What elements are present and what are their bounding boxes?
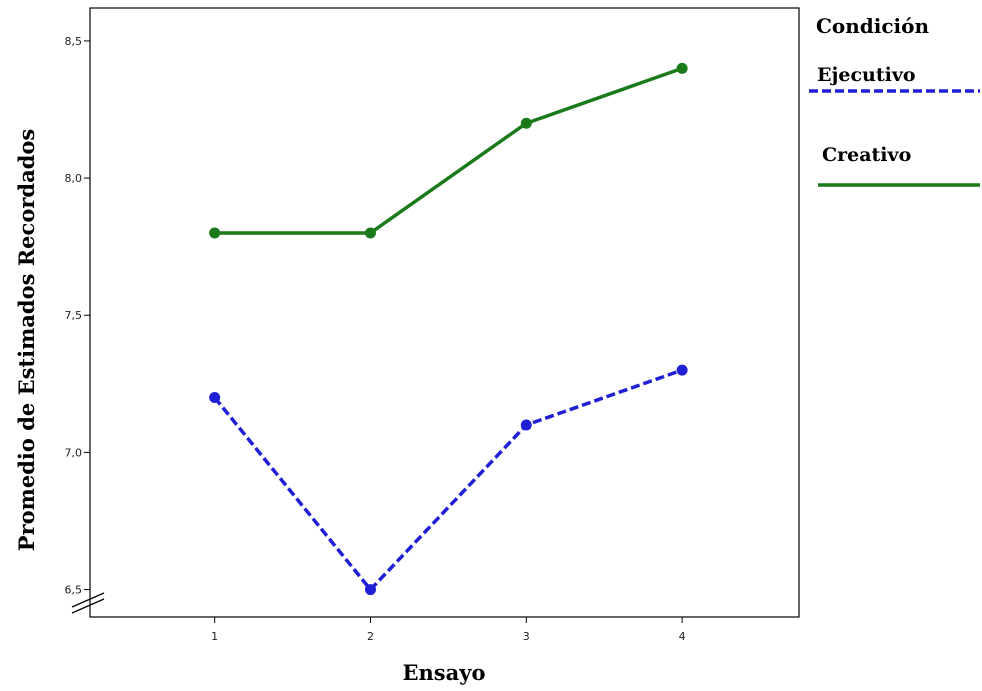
y-axis-break-mark: [71, 592, 105, 614]
axis-ticks: 6,5 7,0 7,5 8,0 8,5 1 2 3 4: [65, 35, 686, 643]
x-tick-label: 1: [211, 630, 218, 643]
y-tick-label: 7,0: [65, 446, 83, 459]
series-layer: [209, 62, 688, 596]
x-tick-label: 4: [679, 630, 686, 643]
data-point-ejecutivo: [520, 419, 532, 431]
x-tick-label: 2: [367, 630, 374, 643]
plot-frame: [89, 7, 800, 618]
y-tick-label: 7,5: [65, 309, 83, 322]
y-tick-label: 8,0: [65, 172, 83, 185]
x-axis-title: Ensayo: [403, 660, 486, 685]
y-tick-label: 6,5: [65, 584, 83, 597]
data-point-ejecutivo: [209, 392, 221, 404]
x-tick-label: 3: [523, 630, 530, 643]
y-axis-title: Promedio de Estimados Recordados: [14, 129, 39, 551]
data-point-creativo: [676, 62, 688, 74]
data-point-ejecutivo: [364, 584, 376, 596]
legend-title: Condición: [816, 14, 929, 38]
series-line-creativo: [214, 66, 683, 235]
data-point-creativo: [520, 117, 532, 129]
data-point-ejecutivo: [676, 364, 688, 376]
data-point-creativo: [364, 227, 376, 239]
y-tick-label: 8,5: [65, 35, 83, 48]
legend-label-ejecutivo: Ejecutivo: [817, 64, 916, 86]
legend: Condición Ejecutivo Creativo: [809, 14, 980, 187]
series-line-ejecutivo: [213, 368, 683, 592]
legend-label-creativo: Creativo: [822, 144, 911, 166]
data-point-creativo: [209, 227, 221, 239]
